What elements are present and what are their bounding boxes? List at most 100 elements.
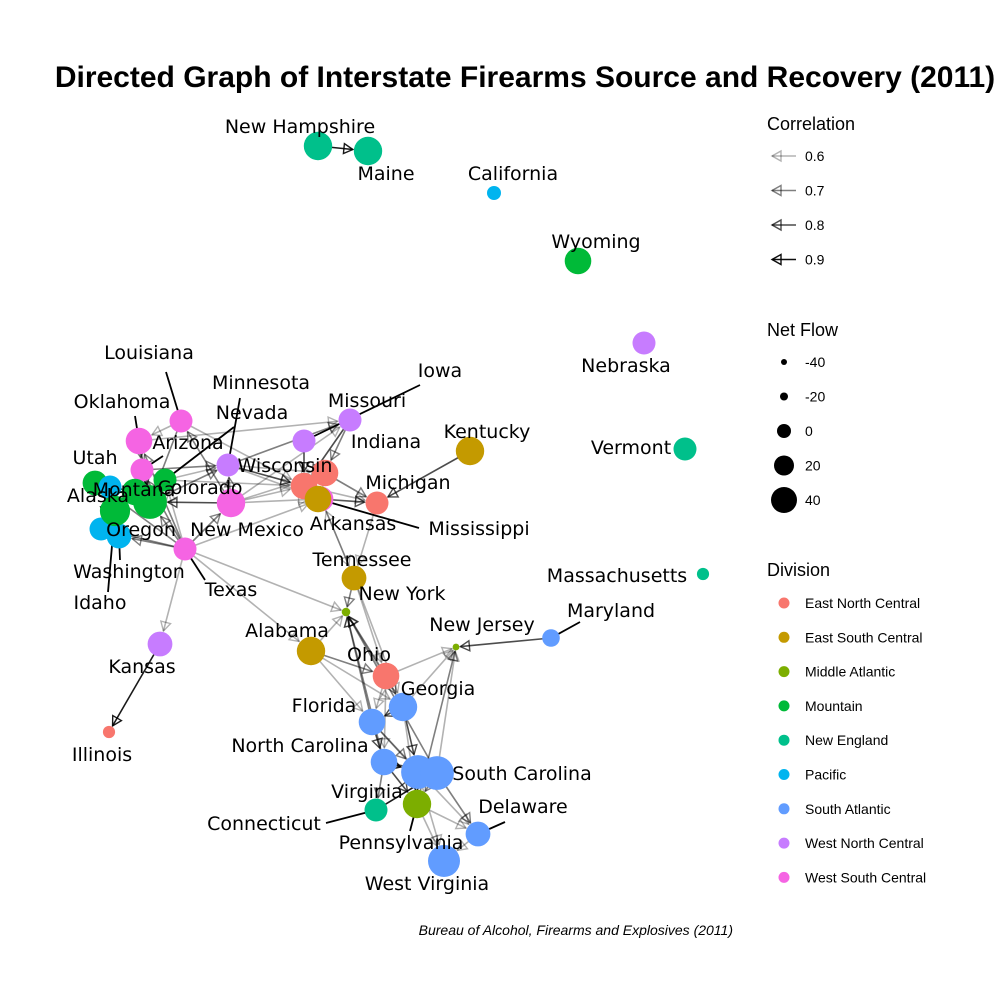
edge-arrowhead — [394, 747, 407, 760]
node-label-vermont: Vermont — [591, 437, 671, 459]
node-kansas — [147, 631, 173, 657]
legend-net-flow-item: 0 — [777, 423, 813, 439]
edge-arrowhead — [327, 421, 340, 434]
legend-title-division: Division — [767, 560, 830, 580]
edge-arrowhead — [209, 512, 222, 525]
node-maryland — [542, 629, 560, 647]
edge-line — [353, 577, 383, 663]
edge-line — [184, 548, 300, 643]
node-connecticut — [364, 798, 388, 822]
legend-net-flow-dot — [774, 455, 794, 476]
legend-division-dot — [778, 666, 790, 678]
node-idaho — [99, 495, 131, 527]
edge-arrowhead — [205, 468, 219, 481]
node-california — [487, 186, 501, 200]
label-leader-iowa — [303, 384, 421, 442]
label-leader-nevada — [164, 426, 235, 481]
legend-division-label: New England — [805, 732, 888, 748]
node-layer — [82, 131, 710, 877]
edge-arrowhead — [426, 834, 439, 847]
edge-texas-to-arkansas — [184, 501, 310, 550]
legend-correlation-item: 0.8 — [770, 217, 825, 233]
node-label-virginia: Virginia — [331, 781, 403, 803]
node-label-massachusetts: Massachusetts — [547, 565, 687, 587]
node-label-washington: Washington — [73, 561, 185, 583]
node-wyoming — [564, 247, 592, 275]
legend-division-label: West South Central — [805, 869, 926, 885]
edge-arrowhead — [331, 614, 344, 628]
edge-line — [180, 420, 292, 481]
edge-arrowhead — [371, 737, 384, 750]
edge-texas-to-alabama — [184, 548, 301, 643]
node-label-mississippi: Mississippi — [428, 518, 529, 540]
node-label-maryland: Maryland — [567, 600, 655, 622]
legend-division-label: East North Central — [805, 595, 920, 611]
edge-texas-to-kansas — [159, 548, 186, 633]
node-mississippi — [304, 485, 332, 513]
node-virginia — [420, 756, 454, 790]
edge-arrowhead — [297, 462, 311, 474]
legend-division-label: Middle Atlantic — [805, 664, 895, 680]
node-washington — [106, 523, 132, 549]
edge-arrowhead — [386, 486, 400, 498]
edge-arrowhead — [279, 473, 292, 486]
legend-net-flow-label: 0 — [805, 423, 813, 439]
legend-correlation-label: 0.6 — [805, 148, 825, 164]
node-label-nebraska: Nebraska — [581, 355, 671, 377]
legend-division-label: Mountain — [805, 698, 863, 714]
node-nebraska — [632, 331, 656, 355]
node-north-carolina — [370, 748, 398, 776]
node-minnesota — [216, 453, 240, 477]
node-label-wisconsin: Wisconsin — [238, 455, 333, 477]
legend-correlation-item: 0.9 — [770, 252, 825, 268]
edge-line — [141, 464, 216, 471]
node-delaware — [465, 821, 491, 847]
node-label-texas: Texas — [204, 579, 258, 601]
node-label-new-hampshire: New Hampshire — [225, 116, 375, 138]
edge-arrowhead — [354, 495, 366, 508]
legend-net-flow-dot — [781, 359, 787, 365]
node-maine — [353, 136, 383, 166]
legend-correlation-arrow — [770, 218, 782, 232]
node-label-nevada: Nevada — [216, 402, 289, 424]
edge-arrowhead — [372, 651, 385, 664]
node-label-north-carolina: North Carolina — [231, 735, 368, 757]
edge-line — [164, 479, 290, 487]
node-new-jersey — [452, 643, 460, 651]
node-label-delaware: Delaware — [478, 796, 568, 818]
legend-correlation-label: 0.8 — [805, 217, 825, 233]
edge-line — [387, 450, 471, 498]
edge-arrowhead — [373, 697, 385, 710]
legend-net-flow-label: 20 — [805, 458, 821, 474]
edge-line — [347, 616, 438, 774]
legend-division-item-mountain: Mountain — [778, 698, 863, 714]
edge-arrowhead — [373, 787, 386, 800]
node-label-kentucky: Kentucky — [444, 421, 531, 443]
edge-arrowhead — [354, 554, 367, 567]
legend-division-item-east-south-central: East South Central — [778, 629, 923, 645]
legend-title-correlation: Correlation — [767, 114, 855, 134]
edge-arrowhead — [396, 780, 409, 794]
node-label-montana: Montana — [93, 479, 176, 501]
edge-arrowhead — [446, 649, 459, 663]
node-label-layer: New Hampshire Maine California Wyoming Nebra… — [67, 116, 687, 895]
legend-division-item-west-north-central: West North Central — [778, 835, 924, 851]
edge-arrowhead — [130, 534, 143, 547]
legend: Correlation 0.6 0.7 0.8 0.9 Net Flow -40 -20… — [767, 114, 926, 885]
edge-arrowhead — [150, 425, 164, 437]
node-label-alabama: Alabama — [245, 620, 329, 642]
legend-division-label: South Atlantic — [805, 801, 891, 817]
node-label-tennessee: Tennessee — [311, 549, 411, 571]
edge-arrowhead — [159, 515, 172, 528]
legend-division-label: East South Central — [805, 629, 923, 645]
node-georgia — [388, 692, 418, 722]
edge-line — [184, 502, 309, 550]
node-label-maine: Maine — [357, 163, 414, 185]
node-label-west-virginia: West Virginia — [365, 873, 489, 895]
edge-arrowhead — [223, 476, 236, 488]
node-label-missouri: Missouri — [328, 390, 406, 412]
edge-line — [227, 464, 311, 473]
node-pennsylvania — [402, 789, 432, 819]
edge-line — [184, 548, 342, 611]
edge-arrowhead — [440, 646, 454, 659]
